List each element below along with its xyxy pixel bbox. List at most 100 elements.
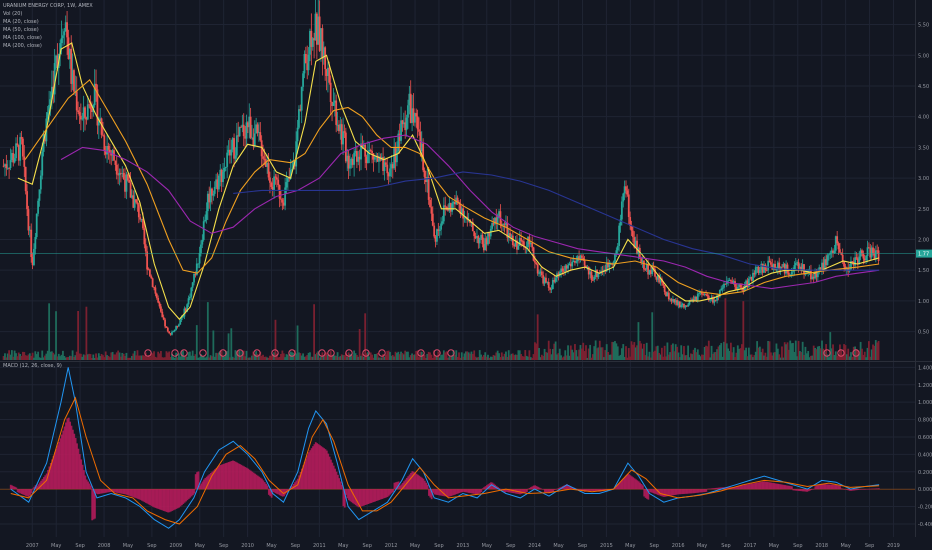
volume-bar bbox=[689, 353, 692, 360]
macd-histogram-bar bbox=[392, 489, 394, 492]
macd-histogram-bar bbox=[624, 476, 626, 490]
macd-histogram-bar bbox=[172, 489, 175, 511]
volume-bar bbox=[362, 356, 365, 360]
volume-bar bbox=[16, 356, 19, 360]
candle-body bbox=[550, 289, 553, 290]
candle-body bbox=[262, 156, 264, 159]
legend-ma200[interactable]: MA (200, close) bbox=[3, 43, 42, 49]
macd-histogram-bar bbox=[140, 489, 143, 501]
volume-bar bbox=[380, 357, 383, 360]
macd-histogram-bar bbox=[396, 481, 399, 490]
candle-body bbox=[143, 228, 146, 245]
candle-body bbox=[35, 213, 38, 238]
volume-bar bbox=[424, 357, 427, 360]
volume-bar bbox=[858, 353, 861, 360]
legend-ma20[interactable]: MA (20, close) bbox=[3, 19, 39, 25]
macd-histogram-bar bbox=[836, 485, 839, 490]
macd-histogram-bar bbox=[802, 489, 804, 492]
candle-body bbox=[856, 258, 859, 264]
volume-bar bbox=[361, 353, 364, 360]
volume-bar bbox=[702, 354, 705, 360]
macd-histogram-bar bbox=[407, 476, 410, 490]
macd-histogram-bar bbox=[521, 489, 524, 494]
volume-bar bbox=[48, 303, 51, 360]
candle-body bbox=[206, 193, 209, 212]
candle-body bbox=[563, 271, 565, 272]
volume-bar bbox=[354, 353, 357, 360]
macd-histogram-bar bbox=[582, 489, 585, 492]
candle-body bbox=[673, 299, 676, 303]
macd-histogram-bar bbox=[538, 487, 541, 490]
volume-bar bbox=[227, 333, 230, 360]
candle-body bbox=[793, 265, 796, 272]
volume-bar bbox=[266, 357, 269, 360]
macd-histogram-bar bbox=[628, 474, 630, 490]
volume-bar bbox=[868, 341, 870, 360]
candle-body bbox=[491, 223, 494, 229]
macd-histogram-bar bbox=[753, 483, 756, 490]
volume-bar bbox=[827, 357, 830, 360]
volume-bar bbox=[632, 344, 634, 360]
candle-body bbox=[205, 211, 208, 220]
candle-body bbox=[747, 278, 750, 288]
candle-body bbox=[510, 235, 513, 237]
volume-bar bbox=[413, 354, 416, 360]
candle-body bbox=[289, 169, 292, 179]
macd-histogram-bar bbox=[829, 484, 832, 490]
time-tick-label: 2016 bbox=[672, 543, 685, 549]
macd-histogram-bar bbox=[717, 487, 720, 490]
macd-histogram-bar bbox=[138, 489, 141, 500]
macd-histogram-bar bbox=[250, 470, 252, 490]
candle-body bbox=[255, 124, 258, 134]
candle-body bbox=[782, 263, 785, 267]
macd-histogram-bar bbox=[706, 488, 709, 490]
legend-volume[interactable]: Vol (20) bbox=[3, 11, 23, 17]
volume-bar bbox=[177, 353, 180, 360]
macd-histogram-bar bbox=[262, 480, 265, 490]
volume-bar bbox=[53, 354, 56, 360]
volume-bar bbox=[563, 356, 565, 360]
legend-symbol[interactable]: URANIUM ENERGY CORP, 1W, AMEX bbox=[3, 3, 93, 9]
time-tick-label: May bbox=[338, 543, 348, 549]
volume-bar bbox=[325, 352, 328, 360]
candle-body bbox=[327, 67, 329, 76]
macd-histogram-bar bbox=[854, 489, 857, 491]
legend-ma50[interactable]: MA (50, close) bbox=[3, 27, 39, 33]
candle-body bbox=[296, 127, 299, 142]
volume-bar bbox=[593, 346, 596, 360]
candle-body bbox=[372, 153, 375, 160]
volume-bar bbox=[652, 351, 655, 360]
macd-histogram-bar bbox=[324, 449, 327, 490]
volume-bar bbox=[492, 354, 495, 360]
volume-bar bbox=[401, 353, 404, 360]
candle-body bbox=[440, 223, 442, 230]
macd-legend[interactable]: MACD (12, 26, close, 9) bbox=[3, 363, 62, 369]
macd-histogram-bar bbox=[185, 489, 187, 502]
volume-bar bbox=[805, 353, 808, 360]
macd-histogram-bar bbox=[321, 447, 324, 490]
candle-body bbox=[41, 151, 44, 176]
legend-ma100[interactable]: MA (100, close) bbox=[3, 35, 42, 41]
volume-bar bbox=[335, 355, 338, 360]
time-tick-label: 2018 bbox=[815, 543, 828, 549]
macd-histogram-bar bbox=[103, 489, 106, 493]
candle-body bbox=[303, 53, 306, 74]
macd-histogram-bar bbox=[710, 488, 713, 490]
candle-body bbox=[431, 213, 434, 226]
macd-histogram-bar bbox=[94, 489, 96, 519]
candle-body bbox=[42, 134, 45, 152]
macd-histogram-bar bbox=[292, 483, 295, 490]
macd-histogram-bar bbox=[502, 489, 505, 492]
macd-histogram-bar bbox=[641, 485, 644, 490]
macd-histogram-bar bbox=[877, 488, 880, 490]
candle-body bbox=[198, 252, 201, 264]
candle-body bbox=[787, 272, 790, 275]
candle-body bbox=[535, 262, 538, 265]
volume-bar bbox=[589, 344, 592, 360]
macd-histogram-bar bbox=[14, 486, 16, 490]
macd-histogram-bar bbox=[557, 488, 560, 490]
candle-body bbox=[850, 261, 852, 270]
volume-bar bbox=[607, 351, 609, 360]
time-tick-label: 2012 bbox=[385, 543, 398, 549]
volume-bar bbox=[157, 351, 160, 360]
